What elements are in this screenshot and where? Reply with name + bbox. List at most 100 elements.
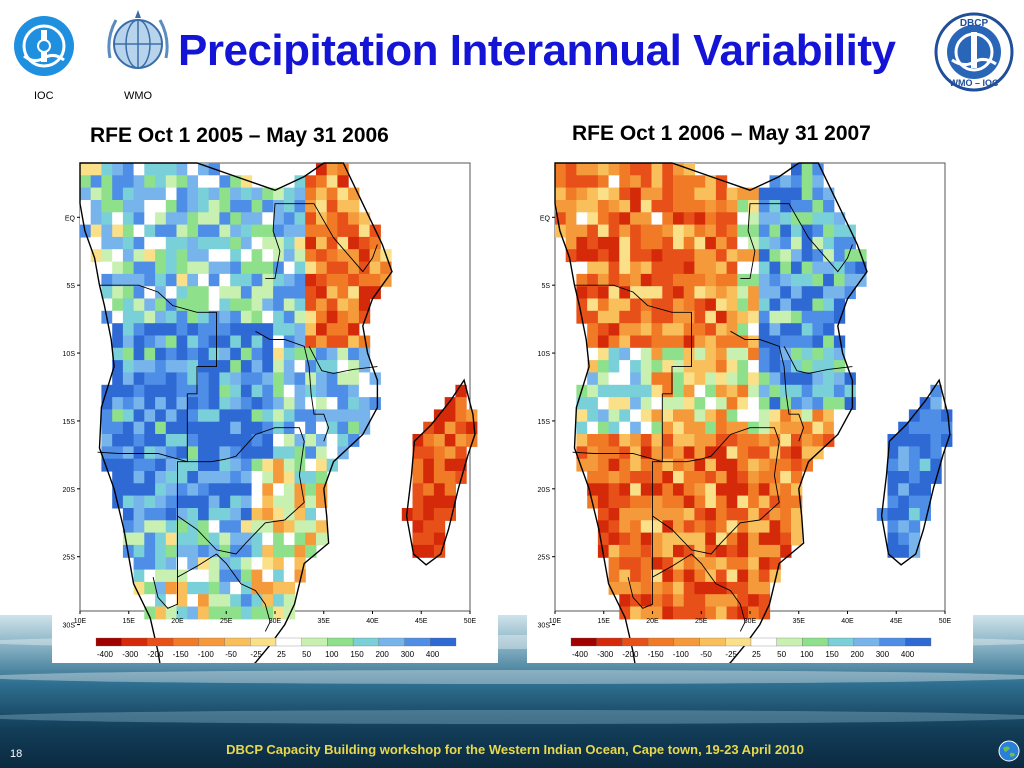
rainfall-cell bbox=[412, 446, 424, 460]
rainfall-cell bbox=[165, 175, 178, 189]
country-border bbox=[730, 330, 805, 442]
rainfall-cell bbox=[155, 606, 167, 620]
rainfall-cell bbox=[673, 175, 685, 189]
rainfall-cell bbox=[305, 175, 317, 189]
rainfall-cell bbox=[337, 236, 349, 250]
rainfall-cell bbox=[608, 249, 620, 263]
rainfall-cell bbox=[176, 409, 188, 423]
rainfall-cell bbox=[251, 446, 263, 460]
rainfall-cell bbox=[283, 273, 296, 287]
rainfall-cell bbox=[165, 446, 178, 460]
rainfall-cell bbox=[651, 347, 663, 361]
rainfall-cell bbox=[133, 347, 145, 361]
rainfall-cell bbox=[630, 471, 642, 484]
rainfall-cell bbox=[165, 249, 178, 263]
rainfall-cell bbox=[651, 323, 663, 337]
rainfall-cell bbox=[165, 606, 178, 620]
rainfall-cell bbox=[155, 483, 167, 497]
rainfall-cell bbox=[176, 483, 188, 497]
rainfall-cell bbox=[640, 471, 653, 484]
rainfall-cell bbox=[316, 200, 328, 213]
rainfall-cell bbox=[823, 372, 835, 386]
rainfall-cell bbox=[155, 200, 167, 213]
rainfall-cell bbox=[673, 187, 685, 201]
rainfall-cell bbox=[187, 360, 199, 373]
rainfall-cell bbox=[662, 421, 674, 435]
rainfall-cell bbox=[651, 360, 663, 373]
rainfall-cell bbox=[683, 384, 695, 398]
rainfall-cell bbox=[791, 495, 803, 509]
rainfall-cell bbox=[240, 384, 253, 398]
rainfall-cell bbox=[908, 471, 921, 484]
rainfall-cell bbox=[240, 286, 253, 300]
rainfall-cell bbox=[240, 532, 253, 546]
rainfall-cell bbox=[176, 606, 188, 620]
rainfall-cell bbox=[208, 508, 220, 521]
rainfall-cell bbox=[187, 397, 199, 410]
rainfall-cell bbox=[305, 508, 317, 521]
rainfall-cell bbox=[358, 261, 371, 275]
rainfall-cell bbox=[780, 298, 792, 312]
rainfall-cell bbox=[597, 273, 610, 287]
lon-tick-label: 45E bbox=[890, 618, 903, 625]
rainfall-cell bbox=[208, 384, 220, 398]
rainfall-cell bbox=[651, 397, 663, 410]
rainfall-cell bbox=[198, 495, 210, 509]
rainfall-cell bbox=[597, 446, 610, 460]
rainfall-cell bbox=[769, 434, 781, 447]
rainfall-cell bbox=[348, 335, 360, 349]
rainfall-cell bbox=[316, 409, 328, 423]
rainfall-cell bbox=[597, 360, 610, 373]
rainfall-cell bbox=[726, 397, 738, 410]
rainfall-cell bbox=[412, 434, 424, 447]
rainfall-cell bbox=[412, 458, 424, 472]
rainfall-cell bbox=[630, 347, 642, 361]
lon-tick-label: 10E bbox=[74, 618, 87, 625]
rainfall-cell bbox=[673, 200, 685, 213]
rainfall-cell bbox=[715, 187, 728, 201]
rainfall-cell bbox=[823, 236, 835, 250]
rainfall-cell bbox=[155, 532, 167, 546]
rainfall-cell bbox=[780, 360, 792, 373]
rainfall-cell bbox=[262, 212, 274, 226]
lon-tick-label: 40E bbox=[366, 618, 379, 625]
rainfall-cell bbox=[122, 310, 135, 324]
rainfall-cell bbox=[812, 397, 824, 410]
rainfall-cell bbox=[251, 483, 263, 497]
rainfall-cell bbox=[262, 347, 274, 361]
rainfall-cell bbox=[219, 409, 231, 423]
rainfall-cell bbox=[758, 434, 771, 447]
rainfall-cell bbox=[587, 200, 599, 213]
legend-label: 25 bbox=[277, 650, 286, 659]
rainfall-cell bbox=[101, 249, 113, 263]
rainfall-cell bbox=[144, 508, 156, 521]
rainfall-cell bbox=[133, 286, 145, 300]
rainfall-cell bbox=[833, 421, 846, 435]
rainfall-cell bbox=[619, 335, 631, 349]
rainfall-cell bbox=[651, 581, 663, 595]
legend-swatch bbox=[673, 637, 700, 647]
rainfall-cell bbox=[155, 471, 167, 484]
rainfall-cell bbox=[630, 212, 642, 226]
rainfall-cell bbox=[715, 310, 728, 324]
lon-tick-label: 20E bbox=[646, 618, 659, 625]
rainfall-cell bbox=[662, 187, 674, 201]
rainfall-cell bbox=[630, 298, 642, 312]
rainfall-cell bbox=[791, 273, 803, 287]
country-border bbox=[97, 451, 227, 463]
rainfall-cell bbox=[273, 594, 285, 608]
legend-swatch bbox=[827, 637, 854, 647]
rainfall-cell bbox=[844, 273, 856, 287]
rainfall-cell bbox=[219, 606, 231, 620]
rainfall-cell bbox=[673, 372, 685, 386]
rainfall-cell bbox=[187, 212, 199, 226]
rainfall-cell bbox=[80, 163, 92, 176]
rainfall-cell bbox=[597, 384, 610, 398]
rainfall-cell bbox=[662, 397, 674, 410]
rainfall-cell bbox=[833, 335, 846, 349]
rainfall-cell bbox=[273, 384, 285, 398]
rainfall-cell bbox=[208, 495, 220, 509]
rainfall-cell bbox=[294, 224, 306, 238]
rainfall-cell bbox=[587, 360, 599, 373]
lat-tick-label: 25S bbox=[538, 555, 551, 562]
